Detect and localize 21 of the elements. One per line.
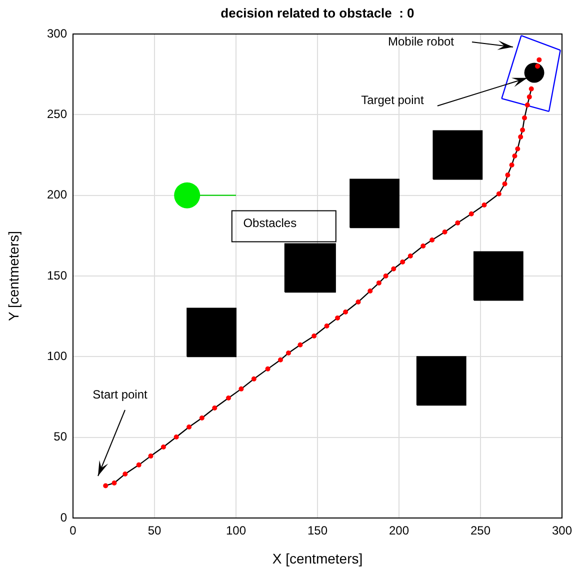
chart-title: decision related to obstacle : 0 (220, 6, 414, 21)
x-tick-label: 0 (70, 524, 77, 538)
x-axis-title: X [centmeters] (272, 550, 363, 566)
x-tick-label: 50 (148, 524, 162, 538)
y-tick-label: 200 (46, 188, 68, 202)
x-tick-label: 250 (470, 524, 491, 538)
y-tick-label: 300 (46, 26, 68, 40)
annotation: Target point (361, 93, 424, 108)
annotation: Obstacles (243, 216, 297, 230)
y-tick-label: 100 (46, 348, 68, 363)
y-tick-label: 0 (60, 510, 68, 524)
x-tick-label: 150 (307, 524, 328, 538)
annotation: Mobile robot (388, 34, 455, 48)
y-tick-label: 150 (46, 268, 68, 282)
y-tick-label: 50 (54, 430, 68, 444)
x-tick-label: 200 (388, 524, 410, 538)
annotation: Start point (92, 387, 148, 402)
y-tick-label: 250 (46, 106, 68, 121)
x-tick-label: 300 (552, 524, 572, 538)
x-tick-label: 100 (226, 524, 246, 538)
y-axis-title: Y [centmeters] (5, 230, 22, 322)
